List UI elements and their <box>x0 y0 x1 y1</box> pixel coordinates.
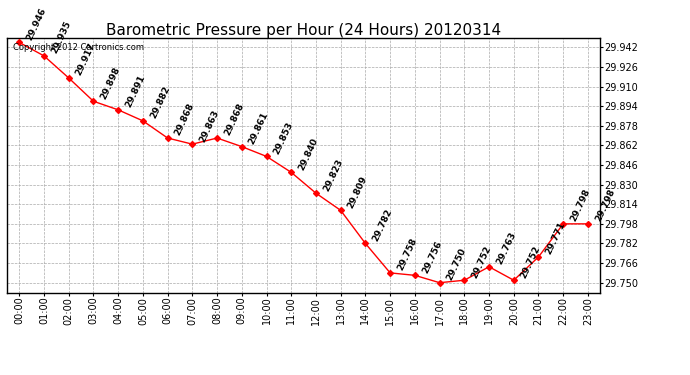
Text: 29.882: 29.882 <box>148 85 171 120</box>
Text: 29.798: 29.798 <box>569 188 592 223</box>
Text: 29.868: 29.868 <box>173 102 196 137</box>
Text: 29.771: 29.771 <box>544 220 567 256</box>
Text: 29.868: 29.868 <box>223 102 246 137</box>
Text: 29.752: 29.752 <box>520 244 542 279</box>
Text: 29.798: 29.798 <box>593 188 616 223</box>
Text: 29.823: 29.823 <box>322 157 344 192</box>
Text: 29.935: 29.935 <box>50 20 72 55</box>
Text: 29.863: 29.863 <box>198 108 221 143</box>
Text: Copyright 2012 Cartronics.com: Copyright 2012 Cartronics.com <box>13 43 144 52</box>
Text: 29.946: 29.946 <box>25 6 48 42</box>
Text: 29.917: 29.917 <box>75 42 97 77</box>
Text: 29.853: 29.853 <box>272 120 295 156</box>
Text: 29.750: 29.750 <box>445 247 468 282</box>
Text: 29.891: 29.891 <box>124 74 146 109</box>
Text: 29.758: 29.758 <box>395 237 419 272</box>
Text: 29.782: 29.782 <box>371 207 394 243</box>
Text: 29.763: 29.763 <box>495 231 518 266</box>
Text: Barometric Pressure per Hour (24 Hours) 20120314: Barometric Pressure per Hour (24 Hours) … <box>106 22 501 38</box>
Text: 29.898: 29.898 <box>99 65 122 101</box>
Text: 29.809: 29.809 <box>346 174 369 210</box>
Text: 29.756: 29.756 <box>420 239 443 274</box>
Text: 29.861: 29.861 <box>247 111 270 146</box>
Text: 29.840: 29.840 <box>297 136 319 172</box>
Text: 29.752: 29.752 <box>470 244 493 279</box>
